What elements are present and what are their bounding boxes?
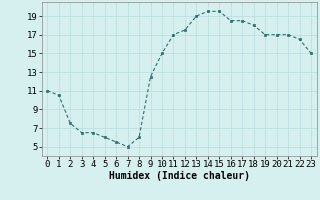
X-axis label: Humidex (Indice chaleur): Humidex (Indice chaleur) bbox=[109, 171, 250, 181]
